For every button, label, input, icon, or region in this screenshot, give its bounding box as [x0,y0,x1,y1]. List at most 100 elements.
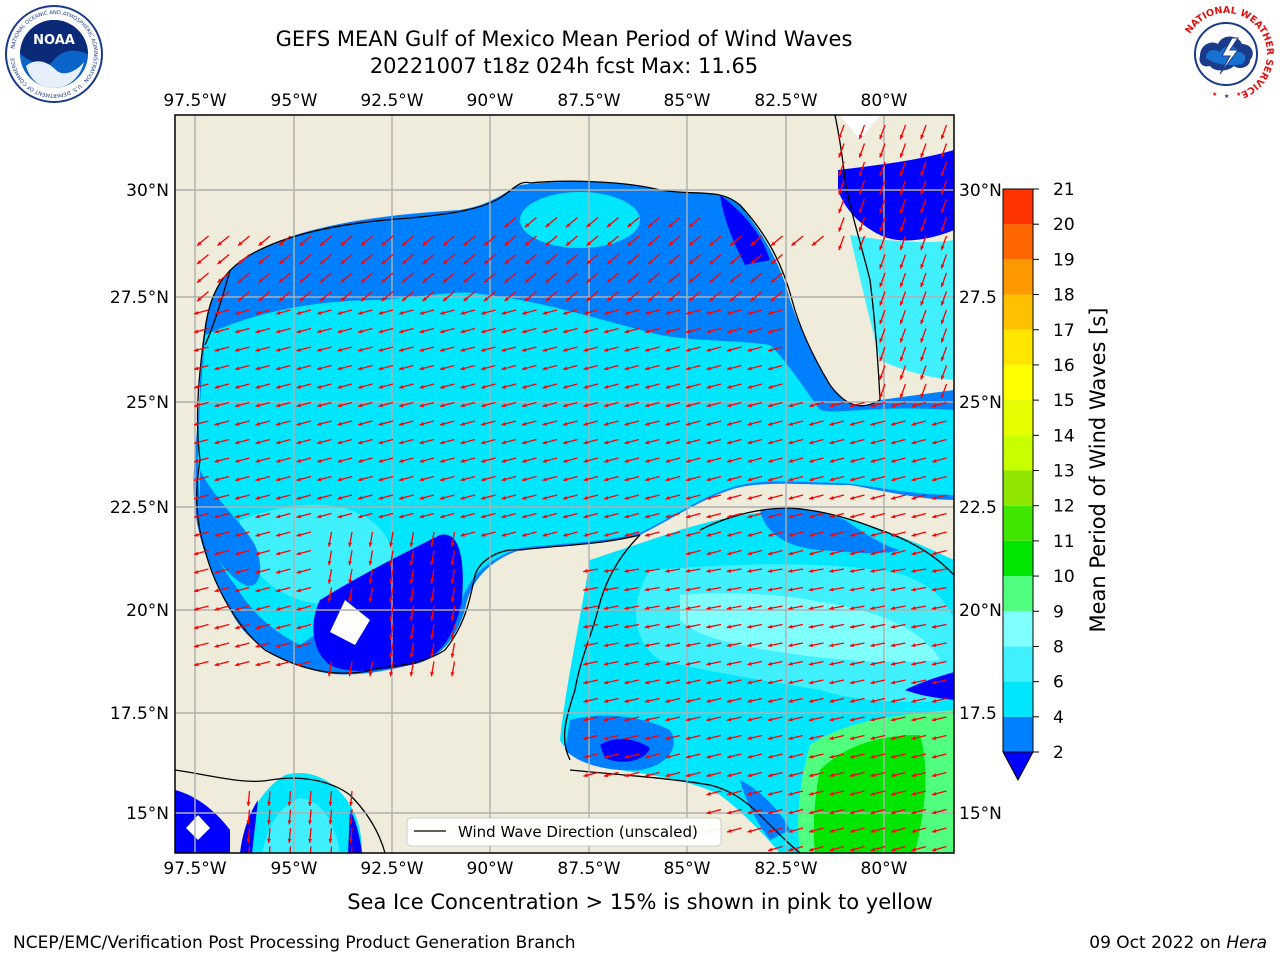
wave-direction-arrow [870,679,886,685]
wave-direction-arrow [870,771,886,778]
wave-direction-arrow [255,364,271,371]
wave-direction-arrow [357,364,373,371]
wave-direction-arrow [419,512,435,519]
wave-direction-arrow [460,457,476,463]
wave-direction-arrow [644,512,660,519]
wave-direction-arrow [870,790,886,796]
wave-direction-arrow [726,790,742,796]
wave-direction-arrow [870,845,886,852]
wave-direction-arrow [275,531,291,537]
wave-direction-arrow [890,401,906,408]
wave-direction-arrow [268,846,271,853]
wave-direction-arrow [849,475,865,482]
wave-direction-arrow [193,457,209,463]
wave-direction-arrow [940,383,948,399]
lon-label-bottom: 90°W [467,859,514,879]
wave-direction-arrow [439,327,455,334]
wave-direction-arrow [911,660,927,666]
wave-direction-arrow [258,272,271,284]
lon-label-top: 90°W [467,91,514,111]
wave-direction-arrow [524,291,537,302]
wave-direction-arrow [726,438,742,445]
wave-direction-arrow [747,753,763,759]
colorbar-tick-label: 6 [1053,673,1064,693]
wave-direction-arrow [808,401,824,408]
wave-direction-arrow [327,531,333,547]
wave-direction-arrow [381,291,394,302]
wave-direction-arrow [627,272,640,284]
wave-direction-arrow [899,346,907,362]
wave-direction-arrow [870,457,886,463]
wave-direction-arrow [337,457,353,463]
wave-direction-arrow [767,327,783,334]
wave-direction-arrow [879,328,886,343]
wave-direction-arrow [685,568,701,573]
lat-label-left: 30°N [126,181,169,201]
wave-direction-arrow [685,753,701,759]
wave-direction-arrow [501,401,517,408]
wave-direction-arrow [296,383,312,389]
wave-direction-arrow [747,716,763,722]
wave-direction-arrow [460,438,476,445]
wave-direction-arrow [858,235,866,251]
map-gridlines [175,115,954,853]
wave-direction-arrow [808,716,824,722]
wave-direction-arrow [246,827,251,843]
wave-direction-arrow [747,512,763,519]
wave-direction-arrow [275,623,291,630]
wave-direction-arrow [665,679,681,685]
wave-direction-arrow [603,771,619,778]
wave-direction-arrow [328,809,333,825]
wave-direction-arrow [255,660,271,667]
wave-direction-arrow [747,438,763,445]
lon-label-top: 95°W [271,91,318,111]
wave-direction-arrow [729,291,742,302]
wave-direction-arrow [562,438,578,445]
wave-direction-arrow [442,254,455,265]
colorbar-tick-label: 18 [1053,286,1075,306]
wave-direction-arrow [665,771,681,778]
wave-direction-arrow [770,235,783,247]
wave-direction-arrow [747,475,763,482]
colorbar-segment [1003,400,1033,436]
wave-direction-arrow [193,568,209,574]
wave-direction-arrow [624,420,640,426]
wave-direction-arrow [931,642,947,648]
wave-direction-arrow [275,346,291,352]
wave-direction-arrow [603,697,619,703]
wave-direction-arrow [296,346,312,352]
wave-direction-arrow [940,272,948,288]
wave-direction-arrow [340,254,353,265]
wave-direction-arrow [890,494,906,500]
wave-direction-arrow [398,327,414,334]
wave-direction-arrow [931,420,947,426]
wave-direction-arrow [234,420,250,426]
wave-direction-arrow [767,309,783,315]
wave-direction-arrow [747,531,763,537]
wave-direction-arrow [357,309,373,315]
wave-direction-arrow [524,254,537,265]
wave-direction-arrow [624,623,640,629]
wave-direction-arrow [644,568,660,573]
wave-direction-arrow [214,475,230,482]
wave-direction-arrow [357,420,373,426]
wave-direction-arrow [319,235,332,247]
wave-direction-arrow [586,254,599,265]
colorbar-tick-label: 17 [1053,321,1075,341]
wave-direction-arrow [439,494,455,500]
wave-direction-arrow [931,790,947,796]
wave-direction-arrow [409,531,415,547]
wave-direction-arrow [931,808,947,815]
wave-direction-arrow [296,623,312,630]
colorbar-segment [1003,646,1033,682]
wave-direction-arrow [726,549,742,556]
wave-direction-arrow [501,309,517,315]
wave-direction-arrow [624,586,640,592]
wave-direction-arrow [931,438,947,445]
colorbar-segment [1003,224,1033,260]
wave-direction-arrow [879,365,886,380]
wave-direction-arrow [583,438,599,445]
wave-direction-arrow [378,475,394,482]
wave-direction-arrow [685,512,701,519]
wave-direction-arrow [419,309,435,315]
